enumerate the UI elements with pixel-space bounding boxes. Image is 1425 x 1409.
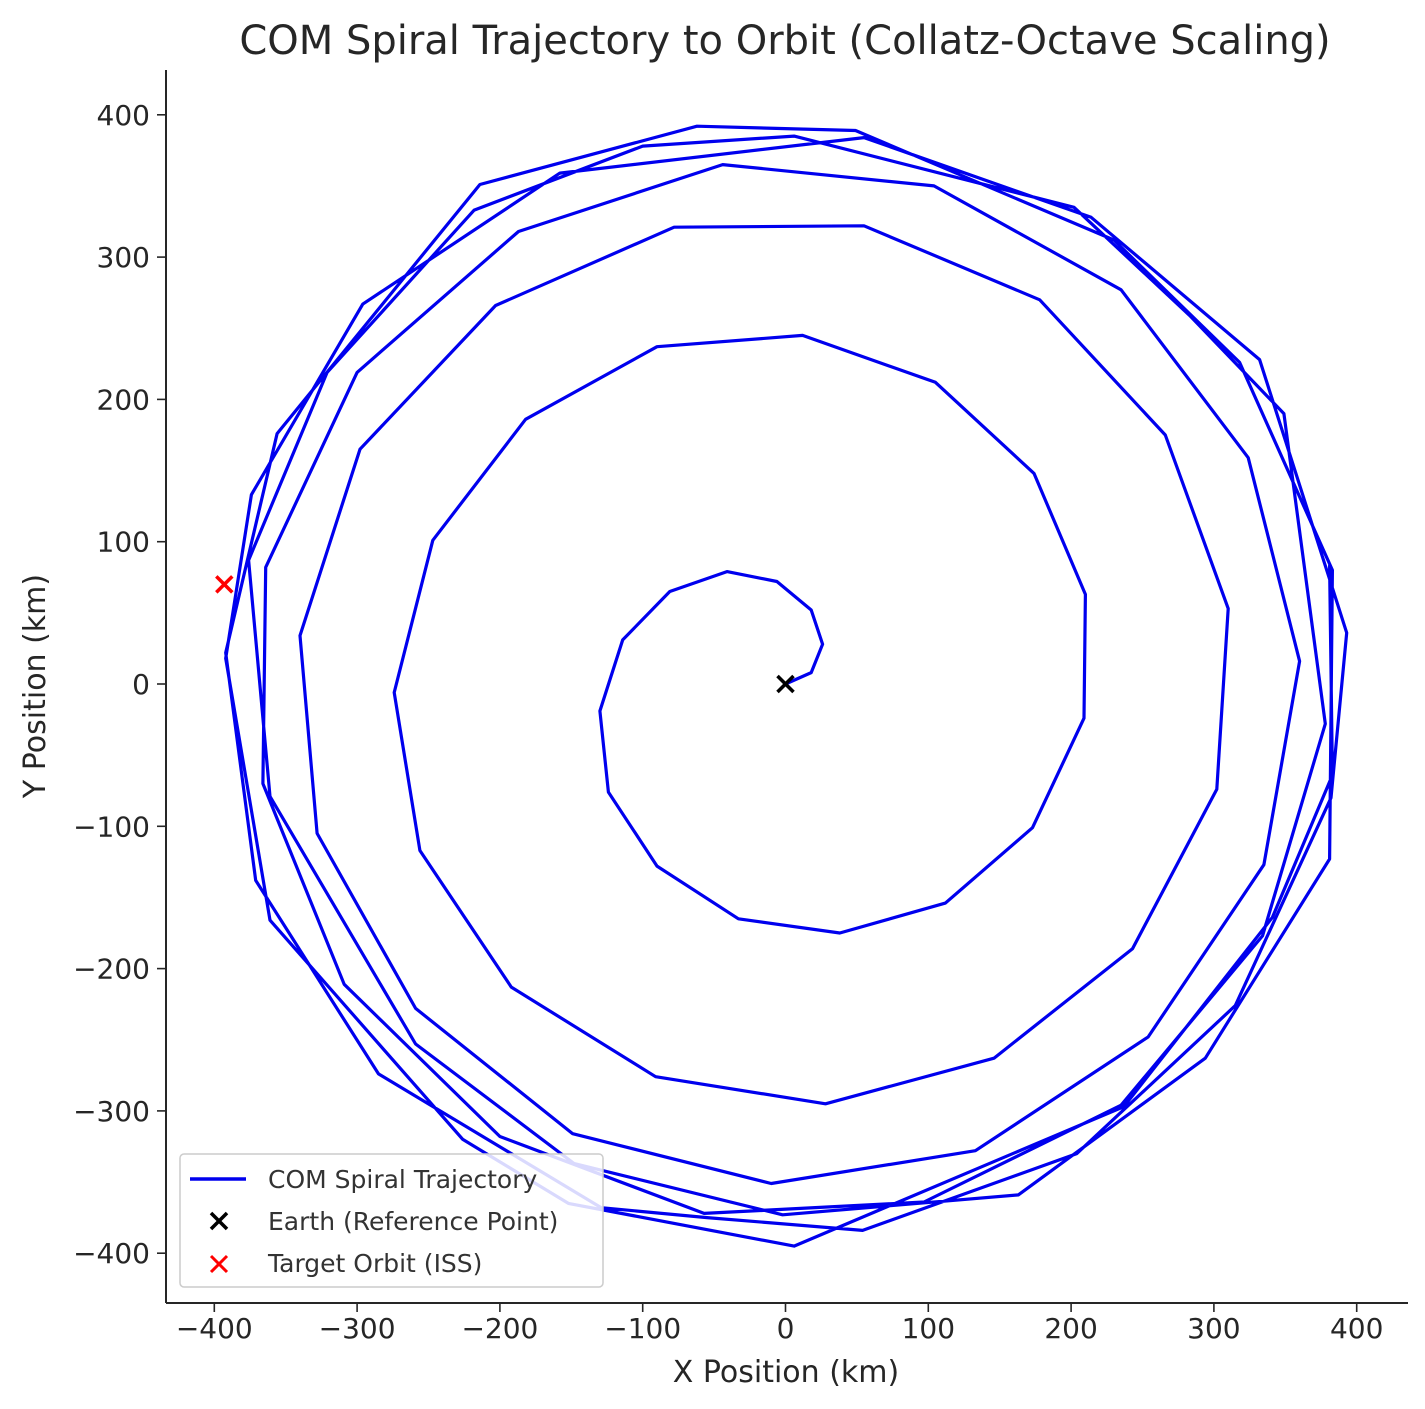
x-tick-label: 400: [1330, 1312, 1383, 1345]
x-tick-label: −300: [319, 1312, 396, 1345]
x-tick-label: 200: [1044, 1312, 1097, 1345]
legend-earth-marker: [209, 1211, 229, 1231]
y-tick-label: 300: [97, 241, 150, 274]
plot-area: [215, 124, 1349, 1248]
y-tick-label: −200: [73, 953, 150, 986]
earth-marker: [776, 674, 795, 694]
series-line-trajectory: [224, 124, 1349, 1248]
x-tick-label: −400: [176, 1312, 253, 1345]
chart-title: COM Spiral Trajectory to Orbit (Collatz-…: [239, 18, 1330, 64]
y-tick-label: 400: [97, 99, 150, 132]
x-ticks: −400 −300 −200 −100 0 100 200 300 400: [176, 1303, 1383, 1345]
legend-entry-earth: Earth (Reference Point): [268, 1207, 558, 1236]
legend-entry-trajectory: COM Spiral Trajectory: [268, 1165, 537, 1194]
legend-target-marker: [209, 1254, 229, 1274]
x-tick-label: 300: [1187, 1312, 1240, 1345]
x-tick-label: −100: [604, 1312, 681, 1345]
x-tick-label: −200: [461, 1312, 538, 1345]
legend: COM Spiral Trajectory Earth (Reference P…: [179, 1153, 604, 1288]
y-tick-label: −400: [73, 1237, 150, 1270]
legend-entry-target: Target Orbit (ISS): [267, 1249, 482, 1278]
y-ticks: −400 −300 −200 −100 0 100 200 300 400: [73, 99, 166, 1270]
x-tick-label: 0: [777, 1312, 795, 1345]
x-axis-label: X Position (km): [673, 1355, 899, 1390]
y-axis-label: Y Position (km): [18, 574, 53, 799]
y-tick-label: −300: [73, 1095, 150, 1128]
target-orbit-marker: [215, 575, 234, 594]
y-tick-label: 200: [97, 383, 150, 416]
y-tick-label: 0: [132, 668, 150, 701]
y-tick-label: 100: [97, 526, 150, 559]
legend-box: [179, 1153, 604, 1288]
x-tick-label: 100: [902, 1312, 955, 1345]
axes: −400 −300 −200 −100 0 100 200 300 400 −400 −300 −2…: [73, 70, 1408, 1345]
y-tick-label: −100: [73, 810, 150, 843]
